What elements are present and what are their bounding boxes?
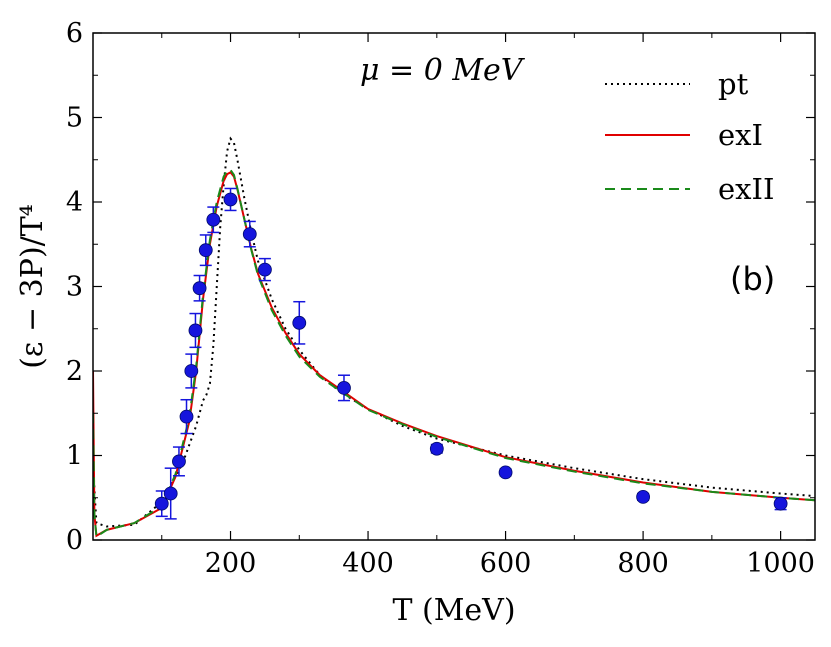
data-point — [429, 441, 444, 456]
x-tick-label: 1000 — [746, 548, 815, 579]
data-point — [206, 206, 221, 234]
y-tick-label: 2 — [66, 356, 83, 387]
legend-label-exII: exII — [718, 172, 774, 206]
data-marker — [163, 486, 178, 501]
panel-label: (b) — [730, 260, 775, 298]
data-point — [188, 312, 203, 349]
chart-text: T (MeV) (ε − 3P)/T⁴ μ = 0 MeV (b) — [15, 53, 775, 628]
data-marker — [206, 212, 221, 227]
data-marker — [223, 192, 238, 207]
data-marker — [188, 323, 203, 338]
y-tick-label: 3 — [66, 272, 83, 303]
y-tick-label: 4 — [66, 187, 83, 218]
data-marker — [258, 262, 272, 277]
legend: pt exI exII — [605, 67, 774, 206]
y-tick-label: 5 — [66, 103, 83, 134]
data-marker — [179, 409, 194, 424]
data-marker — [498, 465, 513, 480]
data-point — [184, 353, 199, 389]
data-point — [292, 300, 307, 345]
legend-label-pt: pt — [718, 67, 749, 101]
y-tick-label: 6 — [66, 18, 83, 49]
data-point — [154, 490, 169, 518]
plot-area — [93, 136, 815, 539]
data-point — [179, 398, 194, 435]
data-marker — [192, 281, 207, 296]
data-point — [337, 374, 351, 402]
data-point — [163, 467, 178, 520]
y-tick-label: 0 — [66, 525, 83, 556]
data-point — [223, 187, 238, 212]
data-marker — [292, 315, 307, 330]
data-point — [258, 257, 272, 282]
data-point — [773, 496, 788, 511]
y-axis-label: (ε − 3P)/T⁴ — [15, 204, 50, 369]
mu-annotation: μ = 0 MeV — [360, 53, 526, 88]
data-point — [172, 446, 186, 477]
data-marker — [198, 243, 213, 258]
x-tick-label: 200 — [205, 548, 257, 579]
data-marker — [242, 227, 257, 242]
x-tick-label: 600 — [480, 548, 532, 579]
data-marker — [337, 380, 351, 395]
data-point — [498, 465, 513, 480]
data-point — [192, 274, 207, 302]
x-tick-label: 800 — [617, 548, 669, 579]
data-point — [198, 234, 213, 267]
data-marker — [773, 496, 788, 511]
data-marker — [184, 364, 199, 378]
x-axis-label: T (MeV) — [392, 593, 515, 628]
data-point — [636, 490, 650, 504]
data-marker — [636, 490, 650, 504]
series-line-exII — [93, 168, 815, 539]
axes: 200 400 600 800 1000 0 1 2 3 4 5 6 — [66, 18, 816, 579]
series-line-exI — [93, 171, 815, 538]
data-marker — [172, 454, 186, 469]
data-point — [242, 220, 257, 248]
x-tick-label: 400 — [342, 548, 394, 579]
data-marker — [154, 496, 169, 511]
y-tick-label: 1 — [66, 441, 83, 472]
data-marker — [429, 441, 444, 456]
legend-label-exI: exI — [718, 118, 763, 152]
